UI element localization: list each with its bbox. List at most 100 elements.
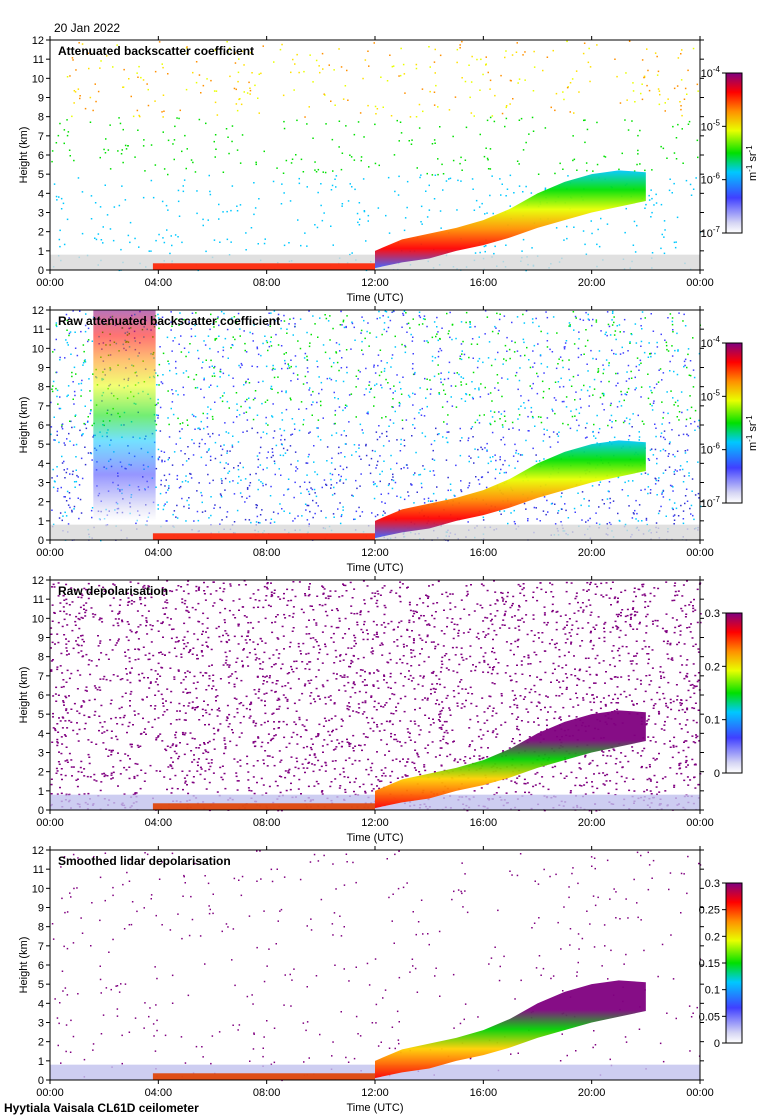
noise-dot	[569, 324, 571, 326]
noise-dot	[184, 480, 187, 482]
noise-dot	[185, 460, 188, 462]
noise-dot	[270, 485, 272, 488]
noise-dot	[685, 766, 688, 768]
noise-dot	[363, 599, 366, 601]
noise-dot	[688, 604, 691, 606]
noise-dot	[465, 585, 468, 587]
noise-dot	[578, 678, 581, 681]
noise-dot	[661, 627, 664, 630]
noise-dot	[158, 233, 160, 236]
noise-dot	[182, 639, 185, 641]
noise-dot	[650, 448, 653, 450]
noise-dot	[265, 586, 268, 589]
noise-dot	[663, 743, 666, 745]
noise-dot	[52, 486, 55, 489]
noise-dot	[165, 204, 168, 207]
noise-dot	[587, 589, 590, 591]
noise-dot	[222, 372, 225, 375]
noise-dot	[283, 353, 285, 355]
noise-dot	[198, 74, 201, 76]
noise-dot	[461, 40, 463, 43]
noise-dot	[594, 593, 597, 595]
noise-dot	[155, 429, 157, 432]
noise-dot	[360, 458, 362, 460]
noise-dot	[64, 357, 66, 359]
noise-dot	[657, 479, 660, 482]
noise-dot	[314, 639, 317, 641]
noise-dot	[61, 455, 63, 458]
noise-dot	[456, 209, 458, 211]
noise-dot	[650, 698, 653, 701]
noise-dot	[572, 375, 575, 378]
noise-dot	[181, 322, 183, 325]
noise-dot	[313, 461, 315, 463]
noise-dot	[551, 351, 554, 353]
noise-dot	[651, 391, 653, 394]
noise-dot	[487, 393, 490, 395]
noise-dot	[290, 399, 292, 401]
noise-dot	[552, 431, 555, 433]
noise-dot	[504, 443, 506, 446]
noise-dot	[268, 676, 271, 679]
noise-dot	[327, 320, 330, 322]
noise-dot	[627, 364, 630, 367]
noise-dot	[365, 443, 367, 446]
noise-dot	[149, 681, 152, 683]
colorbar-tick-label: 10-7	[701, 225, 721, 240]
noise-dot	[283, 648, 285, 650]
noise-dot	[74, 394, 76, 397]
noise-dot	[647, 718, 650, 721]
noise-dot	[177, 640, 180, 643]
noise-dot	[678, 312, 680, 314]
noise-dot	[667, 412, 669, 415]
noise-dot	[274, 734, 277, 736]
noise-dot	[322, 725, 325, 727]
noise-dot	[284, 770, 287, 772]
noise-dot	[348, 757, 351, 759]
noise-dot	[595, 319, 598, 321]
noise-dot	[209, 593, 212, 595]
noise-dot	[640, 340, 643, 343]
noise-dot	[531, 116, 534, 119]
noise-dot	[353, 159, 356, 161]
noise-dot	[480, 58, 482, 61]
noise-dot	[159, 733, 162, 735]
noise-dot	[329, 339, 331, 341]
noise-dot	[627, 129, 630, 131]
noise-dot	[208, 482, 211, 484]
x-tick-label: 20:00	[578, 547, 606, 559]
noise-dot	[185, 370, 188, 372]
noise-dot	[580, 406, 582, 409]
noise-dot	[66, 134, 69, 137]
noise-dot	[587, 370, 589, 372]
noise-dot	[357, 221, 359, 224]
noise-dot	[375, 383, 378, 385]
noise-dot	[431, 458, 434, 460]
noise-dot	[685, 759, 688, 762]
noise-dot	[607, 424, 609, 427]
noise-dot	[211, 664, 213, 666]
noise-dot	[661, 379, 663, 381]
noise-dot	[369, 332, 371, 334]
noise-dot	[459, 357, 461, 360]
noise-dot	[251, 72, 253, 74]
noise-dot	[283, 592, 285, 595]
noise-dot	[582, 611, 585, 613]
noise-dot	[456, 702, 459, 704]
noise-dot	[209, 347, 211, 350]
noise-dot	[193, 378, 195, 381]
noise-dot	[60, 652, 63, 655]
noise-dot	[134, 156, 136, 158]
noise-dot	[183, 318, 185, 321]
noise-dot	[478, 389, 480, 391]
noise-dot	[580, 389, 583, 391]
y-tick-label: 7	[38, 401, 44, 413]
noise-dot	[407, 491, 409, 493]
noise-dot	[518, 414, 521, 416]
noise-dot	[602, 783, 605, 785]
noise-dot	[445, 653, 448, 655]
noise-dot	[87, 420, 89, 423]
noise-dot	[324, 643, 326, 645]
noise-dot	[77, 177, 80, 179]
noise-dot	[664, 110, 666, 112]
